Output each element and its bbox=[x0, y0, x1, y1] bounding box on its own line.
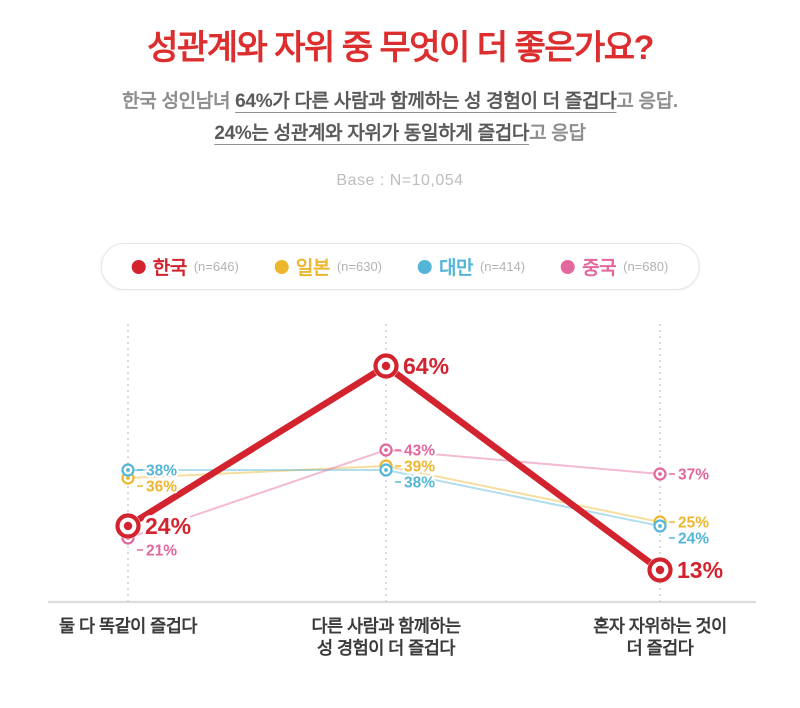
subtitle-emphasis: 64%가 다른 사람과 함께하는 성 경험이 더 즐겁다 bbox=[235, 91, 617, 112]
category-label: 더 즐겁다 bbox=[627, 638, 694, 658]
subtitle: 한국 성인남녀 64%가 다른 사람과 함께하는 성 경험이 더 즐겁다고 응답… bbox=[0, 86, 800, 151]
data-point-dot bbox=[384, 468, 388, 472]
data-point-dot bbox=[126, 476, 130, 480]
legend-name: 일본 bbox=[295, 258, 330, 279]
data-point-dot bbox=[658, 524, 662, 528]
data-label: 37% bbox=[678, 467, 709, 484]
data-label-emphasis: 13% bbox=[677, 557, 723, 583]
data-label-emphasis: 24% bbox=[145, 513, 191, 539]
subtitle-text: 고 응답. bbox=[616, 91, 678, 112]
data-point-dot bbox=[381, 361, 391, 371]
subtitle-text: 한국 성인남녀 bbox=[122, 91, 236, 112]
legend-item: 중국 (n=680) bbox=[561, 253, 668, 280]
legend-dot-icon bbox=[131, 259, 146, 274]
category-label: 혼자 자위하는 것이 bbox=[593, 616, 727, 636]
series-line bbox=[127, 448, 661, 539]
category-label: 다른 사람과 함께하는 bbox=[311, 616, 461, 636]
subtitle-text: 고 응답 bbox=[529, 123, 586, 145]
legend-dot-icon bbox=[418, 259, 432, 274]
legend-item: 한국 (n=646) bbox=[131, 253, 239, 280]
legend-count: (n=680) bbox=[623, 259, 669, 274]
category-label: 성 경험이 더 즐겁다 bbox=[317, 638, 455, 658]
category-label: 둘 다 똑같이 즐겁다 bbox=[59, 616, 197, 636]
legend-dot-icon bbox=[561, 259, 576, 274]
data-label: 21% bbox=[146, 543, 177, 560]
legend-count: (n=630) bbox=[336, 259, 382, 274]
data-label: 36% bbox=[146, 479, 177, 496]
data-label: 39% bbox=[404, 459, 435, 476]
data-point-dot bbox=[658, 472, 662, 476]
data-label: 24% bbox=[678, 531, 709, 548]
legend-name: 대만 bbox=[439, 258, 473, 279]
legend-name: 중국 bbox=[582, 258, 617, 279]
page-title: 성관계와 자위 중 무엇이 더 좋은가요? bbox=[147, 29, 654, 67]
legend-count: (n=646) bbox=[193, 259, 239, 274]
legend-item: 대만 (n=414) bbox=[418, 253, 525, 280]
legend-count: (n=414) bbox=[479, 259, 526, 274]
legend-name: 한국 bbox=[152, 258, 187, 279]
subtitle-line: 한국 성인남녀 64%가 다른 사람과 함께하는 성 경험이 더 즐겁다고 응답… bbox=[0, 86, 800, 118]
subtitle-emphasis: 24%는 성관계와 자위가 동일하게 즐겁다 bbox=[214, 123, 530, 145]
data-label: 38% bbox=[146, 463, 177, 480]
data-label: 43% bbox=[404, 443, 435, 460]
data-point-dot bbox=[126, 468, 130, 472]
data-label: 38% bbox=[404, 475, 435, 492]
legend: 한국 (n=646) 일본 (n=630) 대만 (n=414) 중국 (n=680) bbox=[100, 243, 700, 290]
legend-item: 일본 (n=630) bbox=[274, 253, 382, 280]
legend-dot-icon bbox=[274, 259, 289, 274]
data-label-emphasis: 64% bbox=[403, 353, 449, 379]
subtitle-line: 24%는 성관계와 자위가 동일하게 즐겁다고 응답 bbox=[0, 118, 800, 150]
data-point-dot bbox=[655, 565, 665, 575]
data-point-dot bbox=[384, 448, 388, 452]
base-note: Base : N=10,054 bbox=[336, 172, 464, 189]
data-label: 25% bbox=[678, 515, 709, 532]
data-point-dot bbox=[123, 521, 133, 531]
